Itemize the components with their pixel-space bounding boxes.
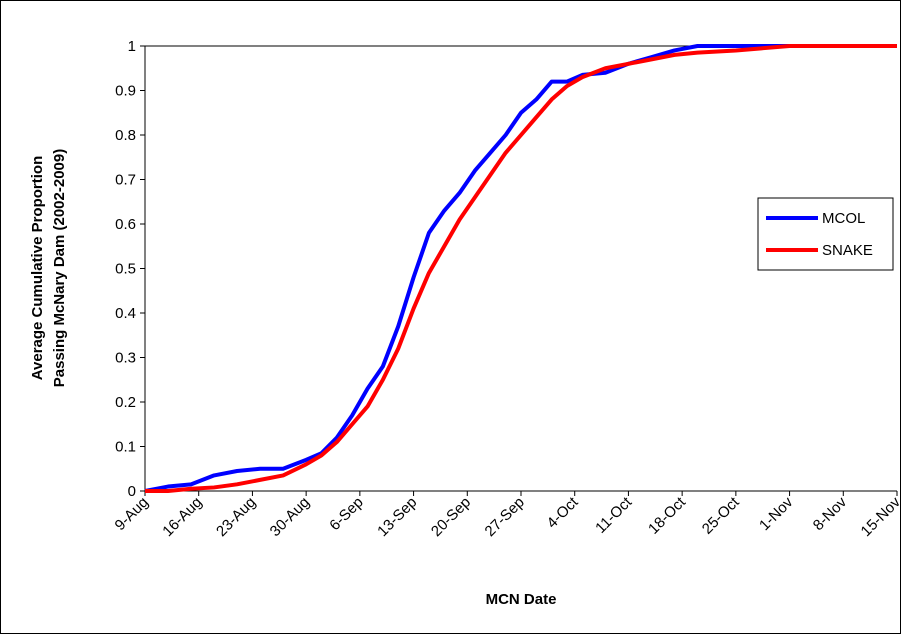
legend-label: MCOL [822,210,865,227]
legend-box [757,197,894,271]
y-tick-label: 0.1 [115,439,136,456]
x-axis-title: MCN Date [486,591,557,608]
y-tick-label: 0.3 [115,350,136,367]
y-tick-label: 0.2 [115,394,136,411]
y-tick-label: 0.8 [115,127,136,144]
y-axis-title: Average Cumulative Proportion [29,156,46,381]
series-line [145,44,897,493]
legend-label: SNAKE [822,242,873,259]
y-tick-label: 0.4 [115,305,136,322]
y-axis-title: Passing McNary Dam (2002-2009) [51,149,68,387]
y-tick-label: 1 [128,38,136,55]
y-tick-label: 0.9 [115,83,136,100]
y-tick-label: 0.5 [115,261,136,278]
y-tick-label: 0.6 [115,216,136,233]
y-tick-label: 0.7 [115,172,136,189]
y-tick-label: 0 [128,483,136,500]
series-line [144,44,897,493]
